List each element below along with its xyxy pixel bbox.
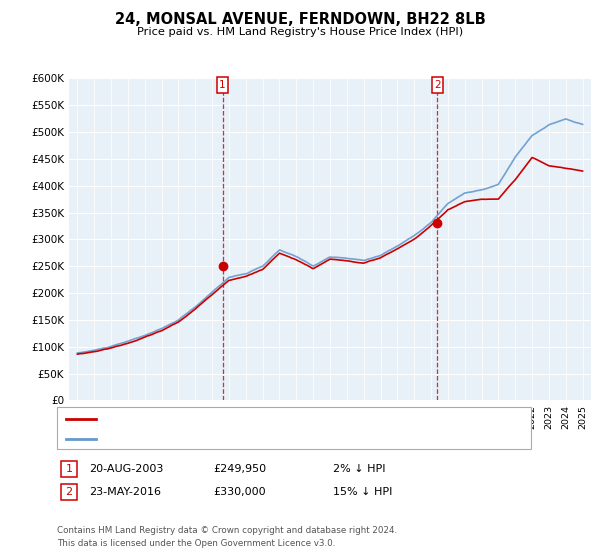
- Text: 20-AUG-2003: 20-AUG-2003: [89, 464, 163, 474]
- Text: Contains HM Land Registry data © Crown copyright and database right 2024.: Contains HM Land Registry data © Crown c…: [57, 526, 397, 535]
- Text: HPI: Average price, detached house, Dorset: HPI: Average price, detached house, Dors…: [102, 433, 320, 444]
- Text: £249,950: £249,950: [213, 464, 266, 474]
- Text: 2% ↓ HPI: 2% ↓ HPI: [333, 464, 386, 474]
- Text: This data is licensed under the Open Government Licence v3.0.: This data is licensed under the Open Gov…: [57, 539, 335, 548]
- Text: 1: 1: [219, 80, 226, 90]
- Text: 15% ↓ HPI: 15% ↓ HPI: [333, 487, 392, 497]
- Text: 24, MONSAL AVENUE, FERNDOWN, BH22 8LB (detached house): 24, MONSAL AVENUE, FERNDOWN, BH22 8LB (d…: [102, 414, 419, 424]
- Text: 2: 2: [434, 80, 441, 90]
- Text: £330,000: £330,000: [213, 487, 266, 497]
- Text: Price paid vs. HM Land Registry's House Price Index (HPI): Price paid vs. HM Land Registry's House …: [137, 27, 463, 37]
- Text: 1: 1: [65, 464, 73, 474]
- Text: 24, MONSAL AVENUE, FERNDOWN, BH22 8LB: 24, MONSAL AVENUE, FERNDOWN, BH22 8LB: [115, 12, 485, 27]
- Text: 2: 2: [65, 487, 73, 497]
- Text: 23-MAY-2016: 23-MAY-2016: [89, 487, 161, 497]
